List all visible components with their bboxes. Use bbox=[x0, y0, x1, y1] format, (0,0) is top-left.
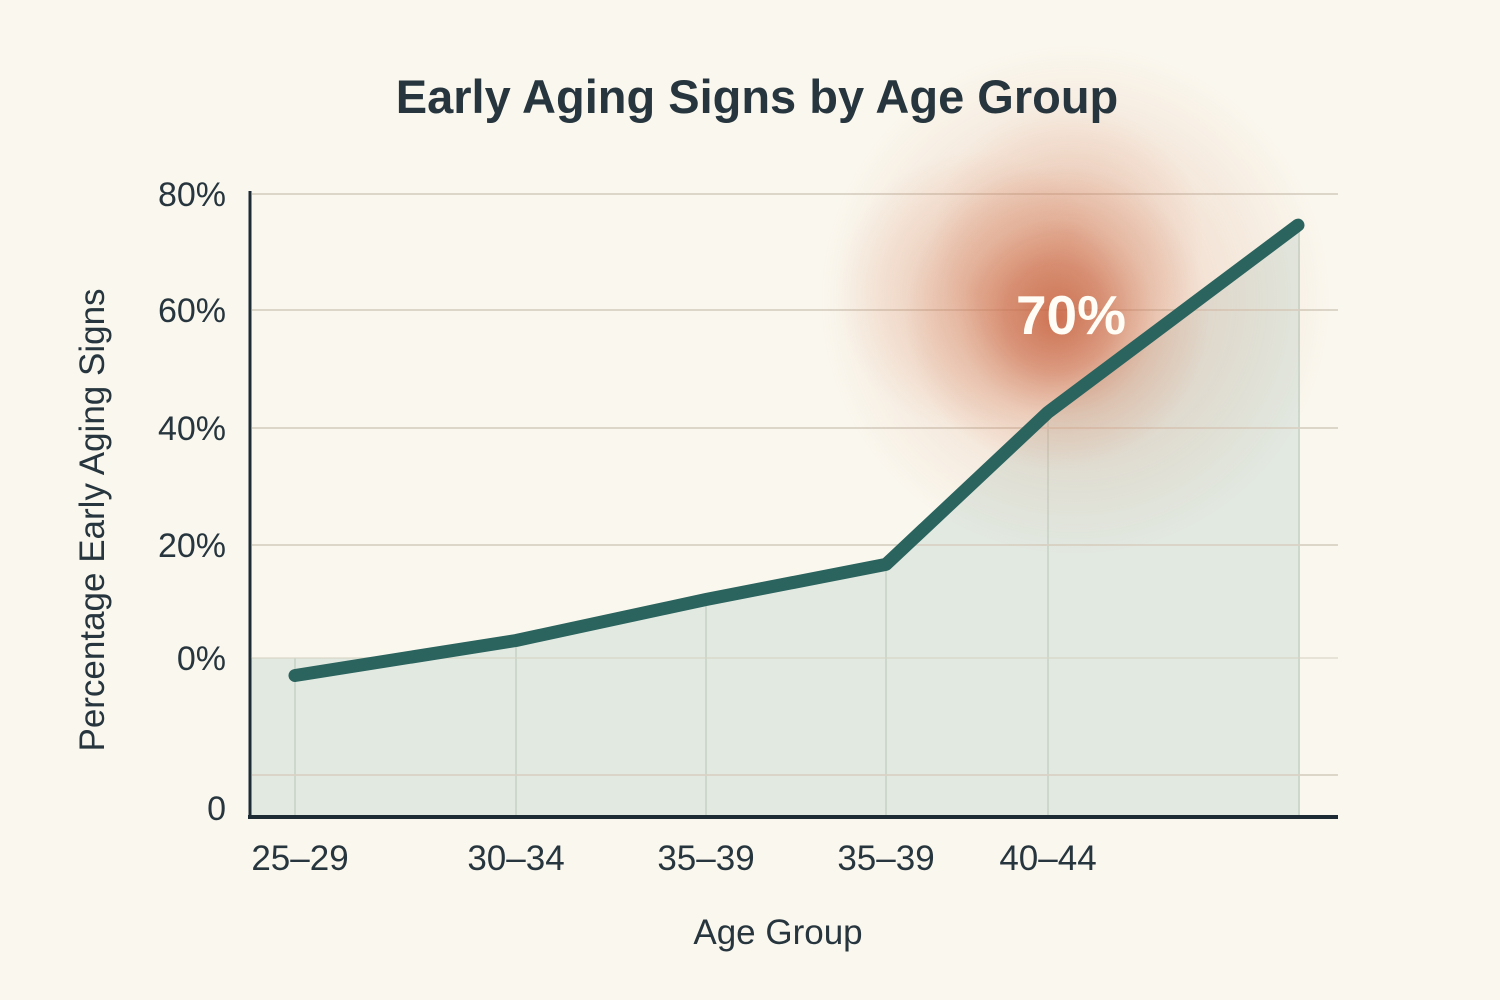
x-tick-labels: 25–29 30–34 35–39 35–39 40–44 bbox=[251, 839, 1096, 878]
area-fill bbox=[250, 225, 1300, 818]
data-line bbox=[288, 218, 1305, 682]
x-tick-35-39: 35–39 bbox=[657, 839, 754, 878]
y-tick-origin: 0 bbox=[207, 790, 226, 828]
annotation-70pct: 70% bbox=[1016, 284, 1126, 346]
y-axis-title: Percentage Early Aging Signs bbox=[73, 288, 112, 751]
y-tick-20: 20% bbox=[158, 527, 226, 565]
y-tick-60: 60% bbox=[158, 292, 226, 330]
y-tick-40: 40% bbox=[158, 410, 226, 448]
annotation-glow bbox=[820, 45, 1330, 555]
x-tick-25-29: 25–29 bbox=[251, 839, 348, 878]
x-axis-title: Age Group bbox=[693, 913, 862, 952]
chart-title: Early Aging Signs by Age Group bbox=[396, 70, 1119, 123]
x-tick-40-44: 40–44 bbox=[999, 839, 1096, 878]
x-tick-30-34: 30–34 bbox=[467, 839, 564, 878]
y-tick-80: 80% bbox=[158, 176, 226, 214]
y-tick-labels: 80% 60% 40% 20% 0% 0 bbox=[158, 176, 226, 828]
y-tick-0pct: 0% bbox=[177, 640, 226, 678]
glow-core bbox=[905, 166, 1209, 470]
x-tick-35-39-b: 35–39 bbox=[837, 839, 934, 878]
